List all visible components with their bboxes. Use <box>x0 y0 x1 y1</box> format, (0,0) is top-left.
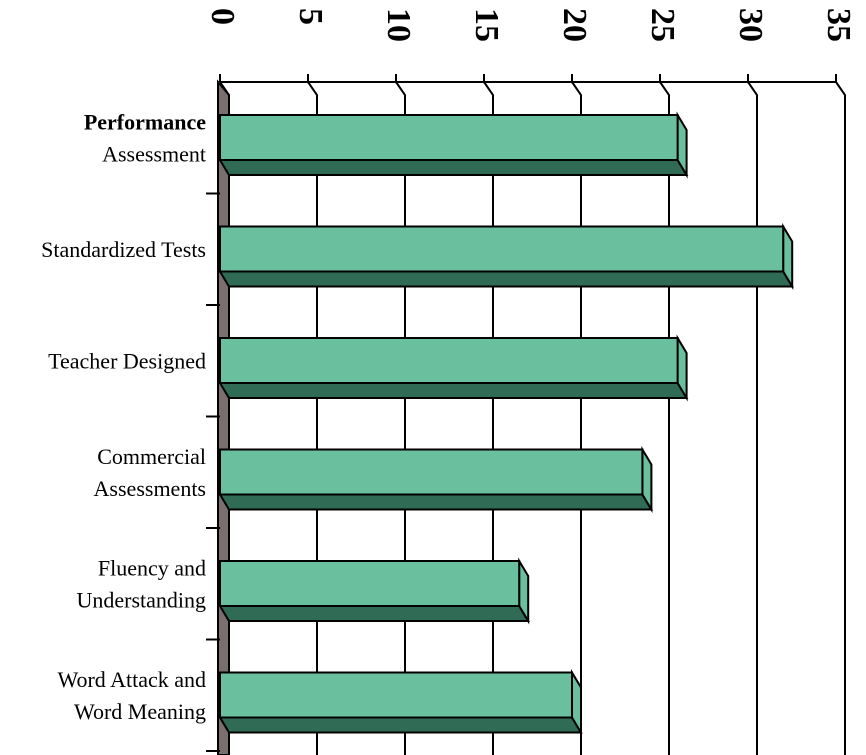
x-tick-label: 0 <box>204 8 241 25</box>
grid-line <box>571 81 582 755</box>
bar <box>218 222 794 291</box>
grid-line <box>483 81 494 755</box>
y-tick-label: Fluency and <box>98 556 206 581</box>
bar-front <box>219 114 679 161</box>
y-tick-label: Understanding <box>76 588 206 613</box>
bar <box>218 111 689 179</box>
bar-bottom <box>218 716 583 734</box>
bar-bottom <box>218 270 794 288</box>
y-tick-label: Assessment <box>102 142 206 167</box>
bar <box>218 557 530 625</box>
x-tick-label: 10 <box>380 8 417 42</box>
x-tick-label: 5 <box>292 8 329 25</box>
x-tick-label: 25 <box>644 8 681 42</box>
y-tick-label: Teacher Designed <box>48 349 206 374</box>
bar-front <box>219 337 679 384</box>
x-tick-label: 35 <box>820 8 857 42</box>
grid-line <box>219 81 230 755</box>
bar-front <box>219 671 573 719</box>
bar-bottom <box>218 605 530 622</box>
y-tick-label: Assessments <box>94 476 206 501</box>
y-tick-label: Commercial <box>97 444 206 469</box>
y-tick-label: Performance <box>84 110 206 135</box>
x-tick-label: 15 <box>468 8 505 42</box>
bar <box>218 334 689 402</box>
x-tick-label: 20 <box>556 8 593 42</box>
y-tick-label: Word Attack and <box>57 667 206 692</box>
y-tick-label: Word Meaning <box>74 699 206 724</box>
x-tick-label: 30 <box>732 8 769 42</box>
grid-line <box>835 81 846 755</box>
grid-line <box>395 81 406 755</box>
grid-line <box>659 81 670 755</box>
bar-front <box>219 225 785 273</box>
left-wall <box>217 79 230 755</box>
grid-line <box>747 81 758 755</box>
bar <box>218 445 654 514</box>
bar-bottom <box>218 159 689 176</box>
bar <box>218 668 583 737</box>
bar-front <box>219 448 644 496</box>
grid-line <box>307 81 318 755</box>
bar-bottom <box>218 382 689 399</box>
bar-front <box>219 560 521 607</box>
y-tick-label: Standardized Tests <box>41 237 206 262</box>
bar-bottom <box>218 493 654 511</box>
